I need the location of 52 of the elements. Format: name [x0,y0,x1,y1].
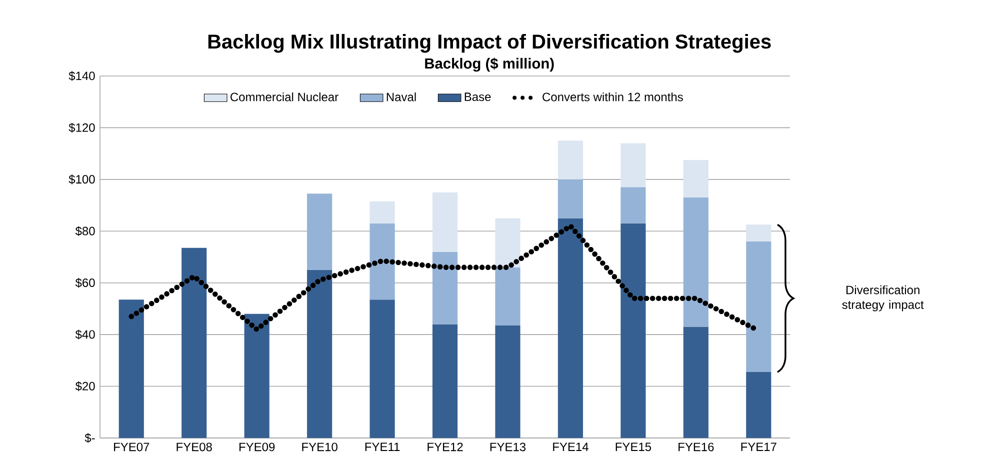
legend-label: Converts within 12 months [542,92,683,102]
text: Diversification strategy impact [842,285,924,312]
y-tick-label: $80 [75,226,95,236]
bar [620,143,646,188]
y-tick-label: $- [84,433,95,443]
y-tick-label: $40 [75,330,95,340]
legend-label: Base [464,92,491,102]
y-tick-label: $60 [75,278,95,288]
bar [683,160,708,198]
bar [244,314,270,438]
bar [558,140,584,180]
legend-label: Commercial Nuclear [230,92,338,102]
bar [432,324,458,438]
bar [118,300,144,438]
bar [746,241,772,372]
y-tick-label: $20 [75,381,95,392]
chart-subtitle: Backlog ($ million) [425,58,554,72]
bar [746,224,772,242]
x-tick-label: FYE17 [741,442,776,451]
bar [495,267,520,326]
x-tick-label: FYE11 [365,442,400,451]
bar [683,326,708,438]
y-tick-label: $120 [68,122,95,133]
bar [370,223,395,300]
x-tick-label: FYE16 [678,442,714,452]
x-tick-label: FYE13 [490,442,526,452]
bar [558,218,584,438]
x-tick-label: FYE12 [428,442,463,452]
bar [182,248,207,438]
bar [620,187,646,224]
x-tick-label: FYE08 [176,442,212,452]
y-tick-label: $140 [68,71,95,81]
bar [558,179,584,218]
x-tick-label: FYE15 [616,442,652,452]
bar [495,218,520,268]
bar [620,223,646,438]
bar [746,372,772,438]
chart-title: Backlog Mix Illustrating Impact of Diversification Strategies [208,34,771,53]
bar [432,252,458,324]
bar [370,201,395,224]
bar [307,194,332,270]
x-tick-label: FYE14 [553,442,588,451]
bar [307,270,332,438]
y-tick-label: $100 [68,174,95,184]
x-tick-label: FYE10 [302,442,338,452]
bar [683,198,708,327]
bar [370,300,395,438]
bar [495,326,520,438]
bar [432,192,458,252]
legend-label: Naval [386,92,416,102]
x-tick-label: FYE07 [114,442,150,452]
x-tick-label: FYE09 [239,442,275,452]
